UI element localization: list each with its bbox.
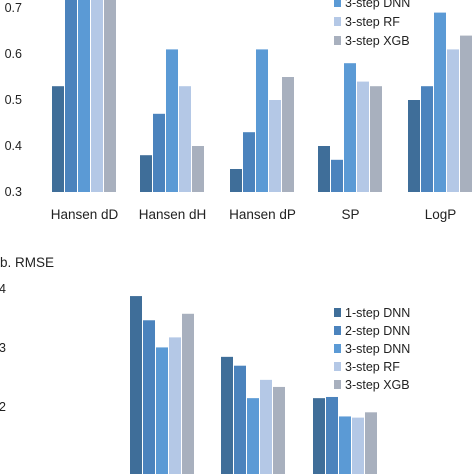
panel-b-legend-label: 3-step DNN (345, 342, 410, 356)
panel-a-bar-1-step-dnn (230, 169, 242, 192)
panel-b-ytick-label: 2 (0, 400, 6, 414)
panel-a-bar-3-step-rf (179, 86, 191, 192)
panel-b-bar-3-step-xgb (273, 386, 285, 474)
panel-a-bar-3-step-xgb (460, 35, 472, 192)
panel-a-legend-swatch (334, 17, 341, 26)
panel-a-bar-3-step-xgb (282, 77, 294, 192)
panel-b-bar-3-step-dnn (156, 347, 168, 474)
panel-a-bar-1-step-dnn (318, 146, 330, 192)
panel-a-bar-1-step-dnn (140, 155, 152, 192)
panel-b-bar-2-step-dnn (143, 320, 155, 474)
panel-a-bar-2-step-dnn (153, 113, 165, 192)
panel-b-legend-swatch (334, 308, 341, 317)
panel-b-legend-swatch (334, 326, 341, 335)
panel-a-bar-3-step-xgb (104, 0, 116, 192)
panel-b-bar-1-step-dnn (130, 296, 142, 474)
panel-b-legend-label: 2-step DNN (345, 324, 410, 338)
panel-b-bar-3-step-dnn (247, 398, 259, 474)
panel-b-bar-2-step-dnn (326, 396, 338, 474)
panel-b-title: b. RMSE (0, 255, 54, 270)
panel-b-rmse-chart: b. RMSE 4 3 2 1-step DNN 2-step DNN 3-step DN… (0, 255, 410, 474)
panel-a-bar-1-step-dnn (52, 86, 64, 192)
panel-a-legend-swatch (334, 36, 341, 45)
panel-a-bar-3-step-dnn (344, 63, 356, 193)
panel-b-bar-3-step-dnn (339, 416, 351, 474)
panel-b-bar-3-step-rf (352, 417, 364, 474)
panel-a-bar-2-step-dnn (65, 0, 77, 192)
panel-a-ytick-label: 0.4 (5, 139, 22, 153)
panel-a-bar-3-step-dnn (166, 49, 178, 193)
panel-a-bar-2-step-dnn (331, 159, 343, 192)
panel-a-bar-3-step-dnn (256, 49, 268, 193)
panel-b-legend-label: 1-step DNN (345, 306, 410, 320)
panel-a-bar-3-step-rf (269, 100, 281, 192)
panel-a-category-label: Hansen dH (139, 207, 207, 222)
panel-b-bar-1-step-dnn (313, 398, 325, 474)
panel-b-bar-1-step-dnn (221, 356, 233, 474)
panel-a-bar-3-step-xgb (370, 86, 382, 192)
panel-b-bar-2-step-dnn (234, 365, 246, 474)
panel-a-bar-3-step-xgb (192, 146, 204, 192)
panel-a-ytick-label: 0.3 (5, 185, 22, 199)
panel-a-ytick-label: 0.5 (5, 93, 22, 107)
panel-b-ytick-label: 3 (0, 341, 6, 355)
panel-a-bar-3-step-dnn (434, 12, 446, 192)
panel-a-category-label: LogP (425, 207, 457, 222)
panel-b-bar-3-step-xgb (182, 313, 194, 474)
panel-b-legend-swatch (334, 380, 341, 389)
panel-a-ytick-label: 0.6 (5, 47, 22, 61)
panel-a-bar-2-step-dnn (243, 132, 255, 192)
panel-a-legend-swatch (334, 0, 341, 7)
panel-a-ytick-label: 0.7 (5, 1, 22, 15)
panel-a-bar-2-step-dnn (421, 86, 433, 192)
panel-b-bar-3-step-rf (169, 337, 181, 474)
panel-a-legend-label: 3-step DNN (345, 0, 410, 10)
panel-b-legend-label: 3-step XGB (345, 378, 410, 392)
panel-a-legend-label: 3-step RF (345, 15, 400, 29)
panel-b-bar-3-step-xgb (365, 412, 377, 474)
panel-b-legend-swatch (334, 362, 341, 371)
panel-b-legend-label: 3-step RF (345, 360, 400, 374)
panel-a-category-label: Hansen dP (229, 207, 296, 222)
panel-a-bar-1-step-dnn (408, 100, 420, 192)
panel-b-bar-3-step-rf (260, 379, 272, 474)
panel-a-legend-label: 3-step XGB (345, 34, 410, 48)
panel-a-category-label: SP (341, 207, 359, 222)
panel-a-bar-3-step-rf (357, 81, 369, 192)
panel-b-legend-swatch (334, 344, 341, 353)
panel-a-bar-3-step-rf (447, 49, 459, 193)
panel-a-bar-3-step-rf (91, 0, 103, 192)
panel-a-bar-3-step-dnn (78, 0, 90, 192)
panel-a-mae-chart: 0.7 0.6 0.5 0.4 0.3 Hansen dD Hansen dH Hansen … (5, 0, 472, 222)
panel-b-ytick-label: 4 (0, 282, 6, 296)
panel-a-category-label: Hansen dD (51, 207, 119, 222)
